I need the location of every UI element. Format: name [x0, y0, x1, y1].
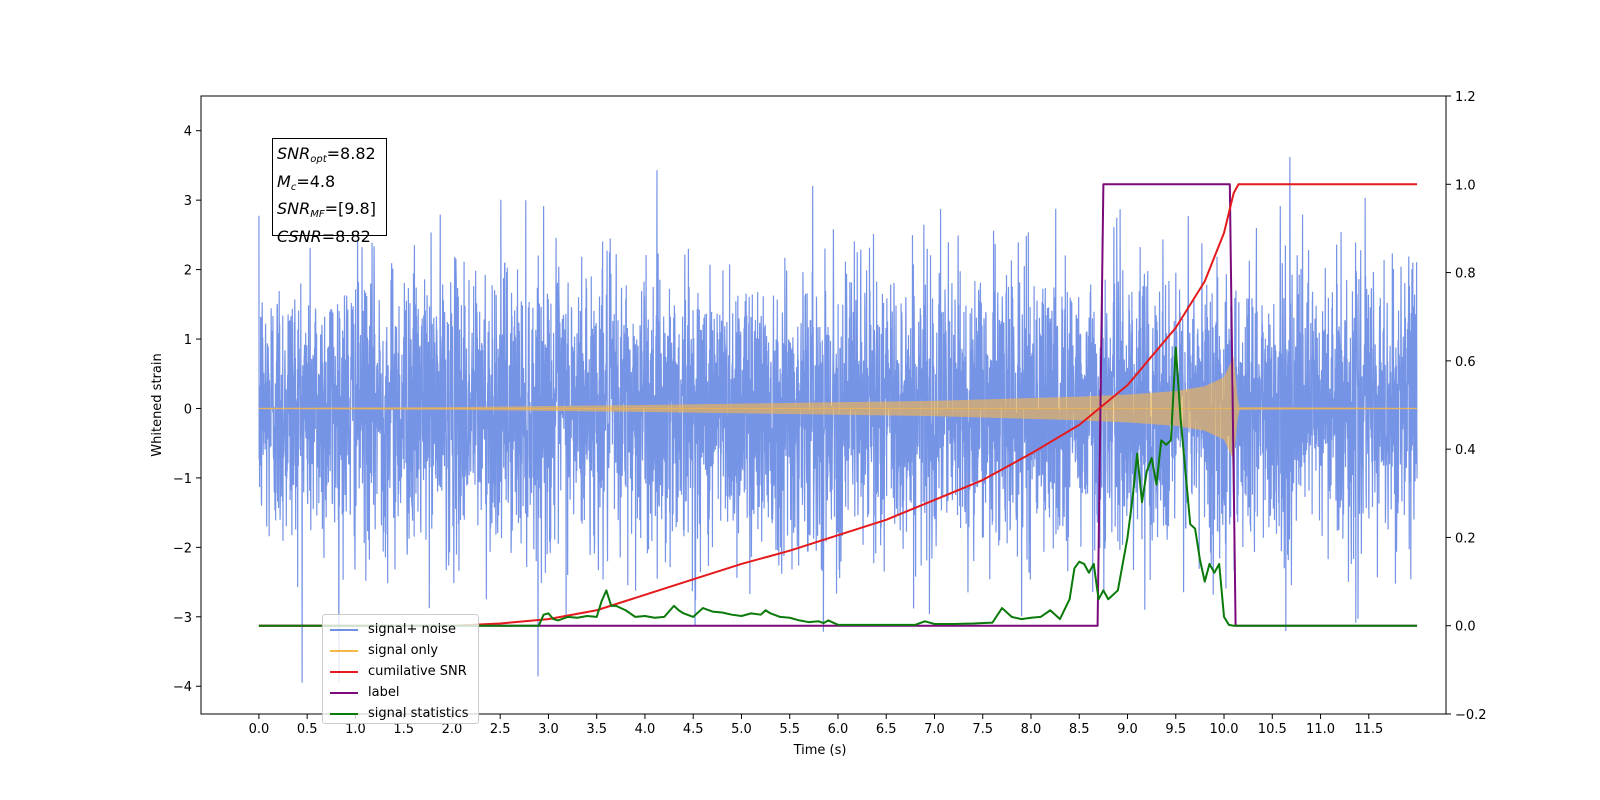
x-tick-label: 5.0	[731, 722, 752, 737]
y-right-tick-label: 0.8	[1455, 267, 1476, 282]
x-tick-label: 4.0	[635, 722, 656, 737]
y-right-tick-label: 0.0	[1455, 620, 1476, 635]
y-right-tick-label: 1.2	[1455, 90, 1476, 105]
series-signal-noise	[258, 157, 1418, 683]
legend-swatch	[330, 691, 358, 694]
x-tick-label: 11.5	[1354, 722, 1383, 737]
series-cumulative-snr	[258, 183, 1418, 627]
x-tick-label: 2.5	[490, 722, 511, 737]
x-tick-label: 0.5	[297, 722, 318, 737]
y-right-tick-label: 0.2	[1455, 531, 1476, 546]
x-tick-label: 7.5	[972, 722, 993, 737]
legend-item-label: label	[328, 682, 478, 703]
annotation-line-csnr: CSNR=8.82	[277, 226, 371, 246]
x-tick-label: 9.5	[1165, 722, 1186, 737]
x-tick-label: 1.5	[393, 722, 414, 737]
annotation-line-mc: Mc=4.8	[277, 171, 336, 193]
x-axis-label: Time (s)	[793, 743, 847, 758]
legend-item-signal-noise: signal+ noise	[328, 619, 478, 640]
y-left-tick-label: 1	[184, 333, 192, 348]
x-tick-label: 3.0	[538, 722, 559, 737]
annotation-line-snr-opt: SNRopt=8.82	[277, 144, 376, 165]
x-tick-label: 4.5	[683, 722, 704, 737]
y-right-tick-label: 0.6	[1455, 355, 1476, 370]
y-left-tick-label: 2	[184, 264, 192, 279]
x-tick-label: 6.0	[828, 722, 849, 737]
x-tick-label: 2.0	[442, 722, 463, 737]
x-tick-label: 10.0	[1210, 722, 1239, 737]
legend-swatch	[330, 649, 358, 652]
x-tick-label: 1.0	[345, 722, 366, 737]
y-left-tick-label: −1	[173, 472, 192, 487]
x-tick-label: 0.0	[249, 722, 270, 737]
legend-label: signal statistics	[368, 706, 469, 721]
y-left-tick-label: −2	[173, 541, 192, 556]
y-right-tick-label: 0.4	[1455, 443, 1476, 458]
x-tick-label: 11.0	[1306, 722, 1335, 737]
y-left-tick-label: −3	[173, 611, 192, 626]
x-tick-label: 7.0	[924, 722, 945, 737]
y-left-tick-label: 3	[184, 194, 192, 209]
annotation-line-snr-mf: SNRMF=[9.8]	[277, 199, 376, 220]
legend-swatch	[330, 670, 358, 673]
legend-label: signal+ noise	[368, 622, 457, 637]
y-axis-right: −0.2 0.0 0.2 0.4 0.6 0.8 1.0 1.2	[1446, 90, 1487, 723]
legend-label: cumilative SNR	[368, 664, 467, 679]
metrics-annotation: SNRopt=8.82 Mc=4.8 SNRMF=[9.8] CSNR=8.82	[272, 138, 387, 246]
y-right-tick-label: 1.0	[1455, 178, 1476, 193]
x-tick-label: 8.5	[1069, 722, 1090, 737]
y-left-tick-label: 4	[184, 125, 192, 140]
y-right-tick-label: −0.2	[1455, 708, 1487, 723]
x-tick-label: 10.5	[1258, 722, 1287, 737]
series-layer	[258, 157, 1418, 683]
legend-swatch	[330, 712, 358, 715]
x-axis: 0.0 0.5 1.0 1.5 2.0 2.5 3.0 3.5 4.0 4.5 5.0 5.5 6.0 6…	[249, 714, 1383, 737]
legend: signal+ noise signal only cumilative SNR…	[322, 614, 479, 724]
legend-item-signal-only: signal only	[328, 640, 478, 661]
y-left-tick-label: 0	[184, 402, 192, 417]
y-axis-left: −4 −3 −2 −1 0 1 2 3 4	[173, 125, 201, 695]
plot-area	[258, 157, 1418, 683]
x-tick-label: 9.0	[1117, 722, 1138, 737]
x-tick-label: 8.0	[1021, 722, 1042, 737]
y-axis-label: Whitened strain	[150, 353, 165, 456]
x-tick-label: 5.5	[779, 722, 800, 737]
x-tick-label: 3.5	[586, 722, 607, 737]
legend-label: label	[368, 685, 400, 700]
x-tick-label: 6.5	[876, 722, 897, 737]
series-signal-statistics	[258, 346, 1418, 627]
legend-swatch	[330, 628, 358, 631]
plot-frame	[200, 95, 1447, 715]
y-left-tick-label: −4	[173, 680, 192, 695]
legend-item-signal-statistics: signal statistics	[328, 703, 478, 724]
legend-item-cumulative-snr: cumilative SNR	[328, 661, 478, 682]
legend-label: signal only	[368, 643, 439, 658]
